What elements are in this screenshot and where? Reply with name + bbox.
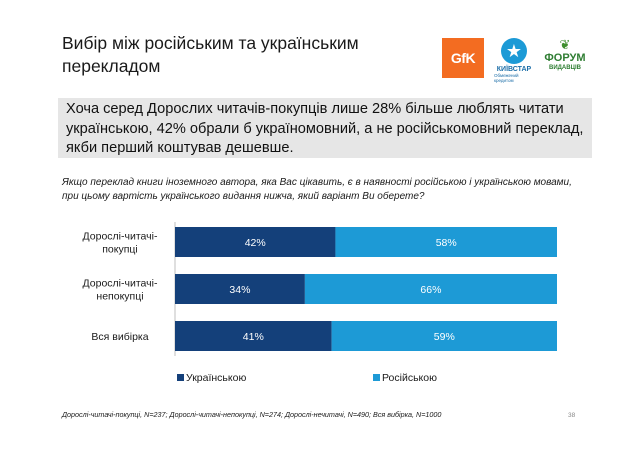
kyivstar-logo: ★ КИЇВСТАР Обмежений кредитом	[494, 38, 534, 83]
forum-logo-line1: ФОРУМ	[544, 52, 586, 64]
gfk-logo: GfK	[442, 38, 484, 78]
star-icon: ★	[501, 38, 527, 64]
category-label: непокупці	[96, 291, 143, 303]
bar-value-label: 42%	[245, 237, 266, 249]
legend-label: Російською	[382, 372, 437, 384]
partner-logos: GfK ★ КИЇВСТАР Обмежений кредитом ❦ ФОРУ…	[442, 38, 592, 83]
bar-segment-russian	[335, 227, 557, 257]
forum-logo-line2: ВИДАВЦІВ	[549, 65, 581, 71]
bar-segment-ukrainian	[175, 321, 332, 351]
page-number: 38	[568, 412, 576, 419]
legend-label: Українською	[186, 372, 246, 384]
legend-swatch-ukrainian	[177, 374, 184, 381]
kyivstar-name: КИЇВСТАР	[496, 66, 532, 73]
bar-value-label: 66%	[420, 284, 441, 296]
bar-value-label: 41%	[243, 331, 264, 343]
highlight-box	[58, 98, 592, 158]
category-label: Дорослі-читачі-	[83, 231, 158, 243]
leaf-icon: ❦	[559, 37, 571, 52]
bar-segment-russian	[304, 274, 557, 304]
category-label: Вся вибірка	[91, 331, 148, 343]
forum-logo: ❦ ФОРУМ ВИДАВЦІВ	[542, 38, 588, 80]
sample-footnote: Дорослі-читачі-покупці, N=237; Дорослі-ч…	[62, 410, 442, 419]
category-label: Дорослі-читачі-	[83, 278, 158, 290]
category-label: покупці	[102, 244, 138, 256]
bar-value-label: 58%	[436, 237, 457, 249]
survey-question: Якщо переклад книги іноземного автора, я…	[62, 177, 572, 202]
bar-segment-ukrainian	[175, 274, 305, 304]
legend-swatch-russian	[373, 374, 380, 381]
bar-segment-ukrainian	[175, 227, 336, 257]
bar-value-label: 59%	[434, 331, 455, 343]
highlight-text: Хоча серед Дорослих читачів-покупців лиш…	[66, 101, 584, 156]
stacked-bar-chart: 42% 58% Дорослі-читачі-покупці 34% 66% Доросл…	[83, 222, 557, 384]
bar-segment-russian	[331, 321, 557, 351]
kyivstar-tagline: Обмежений кредитом	[494, 73, 519, 83]
bar-value-label: 34%	[229, 284, 250, 296]
slide-title: Вибір між російським та українським пере…	[62, 33, 359, 76]
